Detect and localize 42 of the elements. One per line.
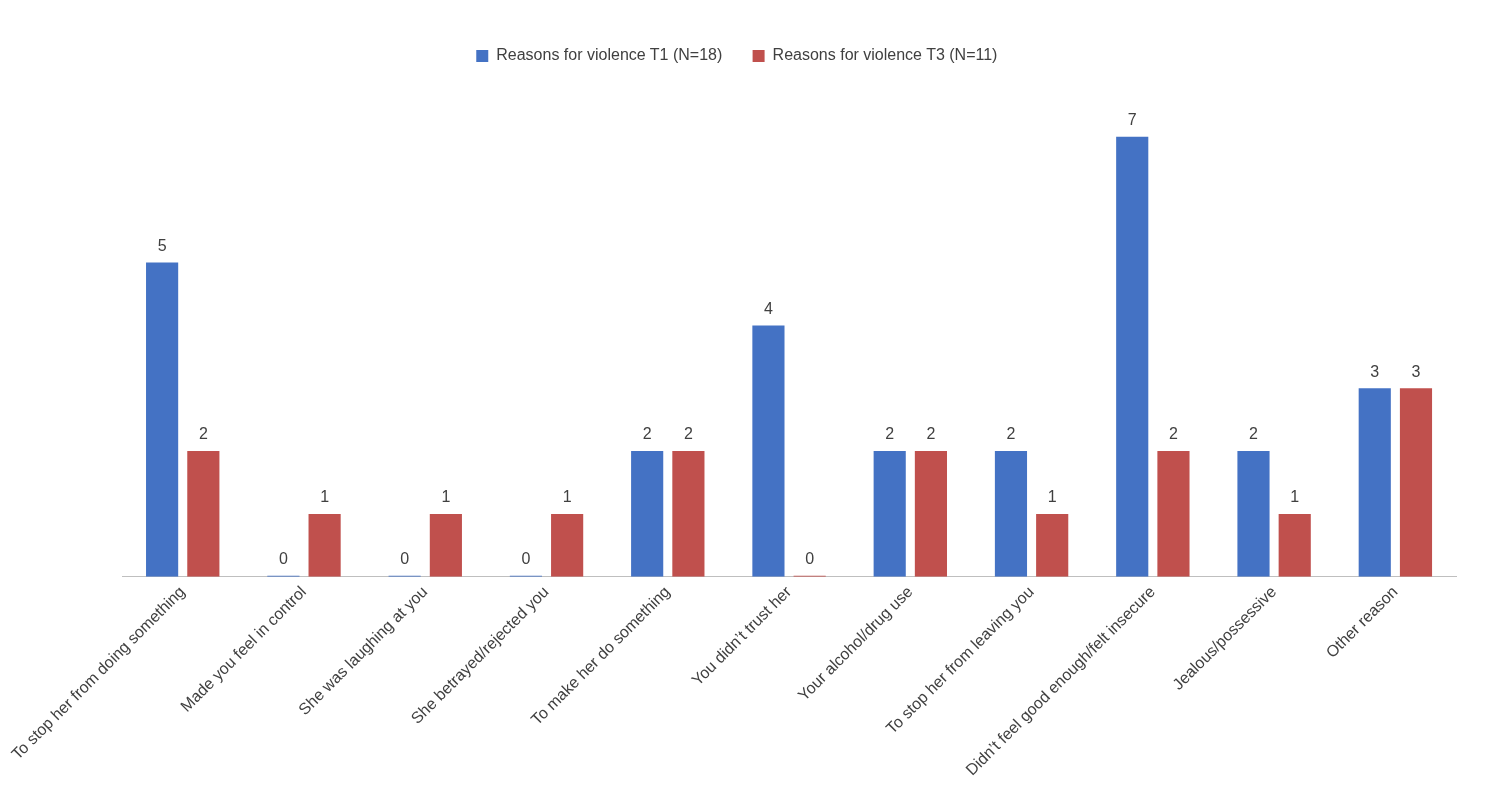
bar	[914, 451, 948, 577]
bar	[1278, 513, 1311, 577]
data-label: 2	[642, 425, 652, 443]
legend-label: Reasons for violence T3 (N=11)	[772, 46, 998, 64]
bar	[1036, 513, 1069, 577]
data-label: 1	[441, 488, 451, 506]
bar	[1399, 388, 1433, 577]
data-label: 4	[763, 299, 773, 317]
bar	[994, 451, 1028, 577]
bar	[187, 451, 220, 577]
data-label: 1	[320, 488, 330, 506]
data-label: 7	[1127, 111, 1137, 129]
data-label: 0	[521, 550, 531, 568]
data-label: 3	[1370, 362, 1380, 380]
bar	[1116, 136, 1149, 577]
data-label: 1	[1047, 488, 1057, 506]
data-label: 2	[926, 425, 936, 443]
data-label: 2	[198, 425, 208, 443]
bar	[672, 451, 705, 577]
bar	[873, 451, 906, 577]
data-label: 2	[683, 425, 693, 443]
data-label: 0	[400, 550, 410, 568]
data-label: 0	[278, 550, 288, 568]
bar	[551, 513, 584, 577]
data-label: 1	[562, 488, 572, 506]
bar	[1237, 451, 1270, 577]
bar	[752, 325, 785, 577]
bar	[1358, 388, 1391, 577]
bar	[429, 513, 462, 577]
bar	[631, 451, 664, 577]
data-label: 2	[885, 425, 895, 443]
data-label: 1	[1290, 488, 1300, 506]
bar	[146, 262, 179, 577]
legend-label: Reasons for violence T1 (N=18)	[496, 46, 723, 64]
data-label: 2	[1169, 425, 1178, 443]
bar	[1157, 451, 1190, 577]
data-label: 0	[805, 550, 815, 568]
bar	[308, 513, 341, 577]
data-label: 2	[1006, 425, 1016, 443]
data-label: 2	[1249, 425, 1259, 443]
data-label: 3	[1411, 362, 1421, 380]
data-label: 5	[157, 236, 167, 254]
